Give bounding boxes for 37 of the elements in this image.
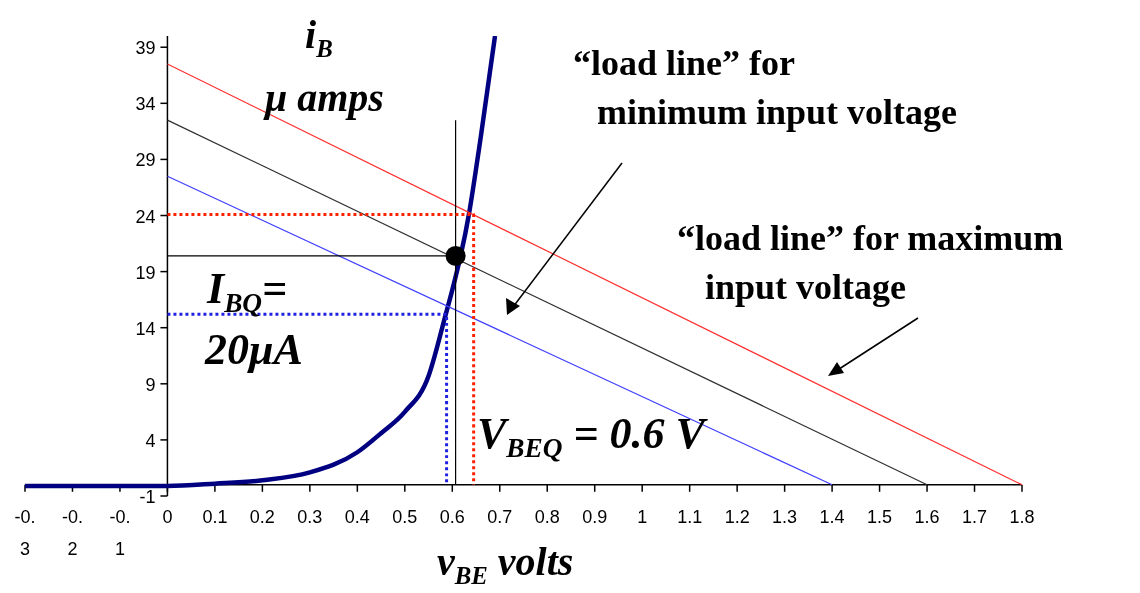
y-tick-label: 34: [135, 94, 156, 115]
y-tick-label: 4: [145, 430, 156, 451]
y-tick-label: 24: [135, 206, 156, 227]
x-tick-label: 1.4: [819, 506, 845, 527]
y-tick-label: 14: [135, 318, 156, 339]
x-tick-label: 1.2: [724, 506, 750, 527]
y-tick-label: -1: [139, 487, 156, 507]
x-tick-label: 0.9: [582, 506, 608, 527]
x-tick-label: 0: [162, 506, 173, 527]
x-tick-label: 1.3: [772, 506, 798, 527]
y-tick-label: 39: [135, 38, 156, 59]
y-tick-label: 19: [135, 262, 156, 283]
y-tick-label: 29: [135, 150, 156, 171]
x-tick-label: 0.6: [439, 506, 465, 527]
x-tick-label: 1.5: [867, 506, 893, 527]
x-tick-label: 0.7: [487, 506, 513, 527]
x-tick-label: 0.2: [249, 506, 275, 527]
x-axis-title: v$_{BE}$ volts: [437, 539, 574, 589]
y-tick-label: 9: [145, 374, 156, 395]
x-tick-label: -0. 2: [61, 506, 83, 559]
x-tick-label: 1.8: [1009, 506, 1035, 527]
annotation: V$_{BEQ}$ = 0.6 V: [477, 409, 709, 464]
y-axis-title: i$_{B}$ μ amps: [263, 12, 384, 120]
x-tick-label: 0.1: [202, 506, 228, 527]
x-tick-label: 1: [637, 506, 648, 527]
annotation: I$_{BQ}$= 20μA: [204, 264, 303, 374]
x-tick-label: 0.5: [392, 506, 418, 527]
annotation: “load line” for minimum input voltage: [573, 43, 958, 132]
x-tick-label: 1.1: [677, 506, 703, 527]
x-tick-label: 1.6: [914, 506, 940, 527]
x-tick-label: 1.7: [962, 506, 988, 527]
x-tick-label: -0. 1: [109, 506, 131, 559]
x-tick-label: 0.4: [344, 506, 370, 527]
annotation: “load line” for maximum input voltage: [677, 218, 1064, 307]
x-tick-label: -0. 3: [14, 506, 36, 559]
x-tick-label: 0.8: [534, 506, 560, 527]
x-tick-label: 0.3: [297, 506, 323, 527]
